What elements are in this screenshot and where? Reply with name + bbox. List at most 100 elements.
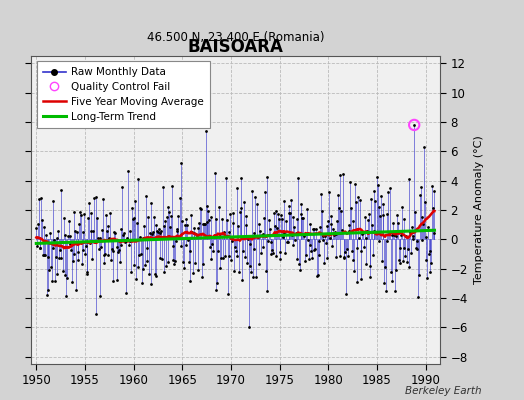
Point [310,226,318,232]
Point [72,287,80,293]
Point [39,252,47,258]
Point [183,222,191,228]
Legend: Raw Monthly Data, Quality Control Fail, Five Year Moving Average, Long-Term Tren: Raw Monthly Data, Quality Control Fail, … [37,61,210,128]
Point [365,211,373,218]
Text: 46.500 N, 23.400 E (Romania): 46.500 N, 23.400 E (Romania) [147,31,324,44]
Point [347,205,355,211]
Point [417,237,425,243]
Point [74,257,83,263]
Point [336,253,345,260]
Point [35,245,43,252]
Point [387,278,396,284]
Point [287,196,295,203]
Point [334,191,342,198]
Point [137,280,146,286]
Point [160,269,169,275]
Point [75,221,83,227]
Point [216,264,225,271]
Point [202,128,210,134]
Point [421,233,430,240]
Point [205,217,213,223]
Point [104,223,113,229]
Point [393,212,401,218]
Point [157,228,166,234]
Point [272,208,280,214]
Point [322,240,330,246]
Point [298,215,307,222]
Point [331,253,340,260]
Point [156,255,164,261]
Point [232,247,240,254]
Point [335,205,343,212]
Point [205,244,214,250]
Point [318,208,326,215]
Point [276,256,284,263]
Point [313,272,322,278]
Point [141,193,150,200]
Point [247,268,255,275]
Point [141,262,149,268]
Point [338,226,346,233]
Point [346,179,354,186]
Point [237,205,246,212]
Point [397,232,406,238]
Point [258,244,267,251]
Point [224,229,233,236]
Point [73,248,82,255]
Point [190,224,199,231]
Point [218,216,226,222]
Point [296,266,304,273]
Point [149,229,157,235]
Point [281,250,289,256]
Point [118,184,126,191]
Point [385,228,393,235]
Point [293,256,302,262]
Point [167,213,175,219]
Point [103,228,111,234]
Point [42,232,50,238]
Point [426,248,434,254]
Point [248,274,257,280]
Point [254,233,262,240]
Point [231,244,239,250]
Point [239,199,248,205]
Point [122,238,130,244]
Point [414,294,422,300]
Point [182,215,191,222]
Point [125,242,133,248]
Point [304,256,313,262]
Point [280,198,289,204]
Point [388,232,397,238]
Point [35,196,43,203]
Point [110,229,118,235]
Point [423,274,431,281]
Point [250,230,259,236]
Point [360,244,368,250]
Point [168,242,177,249]
Point [301,230,310,237]
Point [316,224,324,230]
Point [70,208,79,215]
Point [369,188,378,194]
Point [356,276,365,282]
Point [153,228,161,234]
Point [63,275,71,282]
Point [255,221,264,227]
Point [193,267,202,273]
Point [356,197,364,203]
Point [389,220,397,226]
Point [366,274,375,280]
Point [378,212,387,218]
Point [210,232,218,239]
Point [320,260,329,266]
Point [144,214,152,220]
Point [208,241,216,248]
Point [213,280,221,286]
Point [291,236,299,243]
Point [66,233,74,240]
Point [278,216,286,222]
Point [93,214,101,221]
Point [45,267,53,273]
Point [303,205,311,212]
Point [123,235,132,241]
